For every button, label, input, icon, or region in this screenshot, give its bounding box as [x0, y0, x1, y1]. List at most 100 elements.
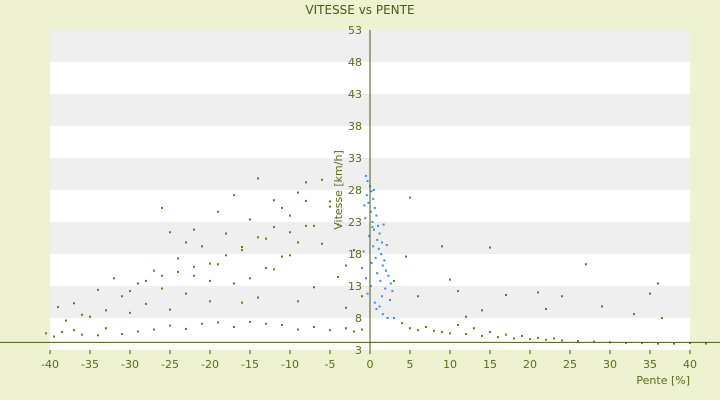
data-point — [372, 197, 375, 200]
data-point — [185, 241, 187, 244]
data-point — [425, 325, 427, 328]
data-point — [633, 313, 635, 316]
data-point — [209, 262, 211, 265]
data-point — [209, 279, 211, 282]
y-tick-label: 43 — [348, 88, 362, 101]
data-point — [313, 286, 315, 289]
data-point — [153, 328, 155, 331]
data-point — [385, 269, 387, 272]
data-point — [297, 241, 299, 244]
data-point — [489, 246, 491, 249]
data-point — [378, 232, 381, 235]
data-point — [385, 244, 388, 247]
data-point — [249, 320, 251, 323]
data-point — [65, 319, 67, 322]
data-point — [537, 291, 539, 294]
data-point — [375, 308, 378, 311]
data-point — [233, 282, 235, 285]
data-point — [371, 226, 374, 229]
data-point — [373, 206, 376, 209]
data-point — [433, 329, 435, 332]
data-point — [405, 255, 407, 258]
x-tick-label: 25 — [563, 358, 577, 371]
data-point — [193, 274, 195, 277]
data-point — [381, 264, 384, 267]
data-point — [374, 256, 377, 259]
data-point — [373, 189, 375, 191]
data-point — [161, 287, 163, 290]
data-point — [376, 272, 379, 275]
x-tick-label: 5 — [407, 358, 414, 371]
data-point — [169, 308, 171, 311]
data-point — [369, 285, 372, 287]
y-tick-label: 13 — [348, 280, 362, 293]
y-tick-label: 33 — [348, 152, 362, 165]
data-point — [193, 228, 195, 231]
data-point — [185, 327, 187, 330]
data-point — [441, 331, 443, 334]
x-tick-label: 35 — [643, 358, 657, 371]
data-point — [45, 332, 47, 335]
data-point — [373, 228, 375, 231]
data-point — [449, 278, 451, 281]
data-point — [97, 288, 99, 291]
data-point — [353, 249, 355, 252]
data-point — [457, 324, 459, 327]
data-point — [345, 264, 347, 267]
y-tick-label: 18 — [348, 248, 362, 261]
data-point — [121, 295, 123, 298]
data-point — [545, 338, 547, 341]
data-point — [81, 313, 83, 316]
data-point — [169, 231, 171, 234]
data-point — [577, 340, 579, 343]
data-point — [265, 322, 267, 325]
data-point — [689, 341, 691, 344]
x-tick-label: -5 — [325, 358, 336, 371]
data-point — [529, 338, 531, 341]
data-point — [113, 277, 115, 280]
data-point — [145, 302, 147, 305]
data-point — [545, 308, 547, 311]
data-point — [249, 277, 251, 280]
data-point — [233, 194, 235, 197]
data-point — [89, 315, 91, 318]
data-point — [705, 342, 707, 345]
data-point — [389, 282, 392, 285]
data-point — [441, 245, 443, 248]
data-point — [233, 325, 235, 328]
data-point — [257, 236, 259, 239]
data-point — [366, 292, 369, 295]
data-point — [53, 335, 55, 338]
data-point — [465, 315, 467, 318]
data-point — [153, 269, 155, 272]
data-point — [361, 295, 363, 298]
data-point — [289, 254, 291, 257]
data-point — [371, 221, 374, 223]
data-point — [337, 276, 339, 279]
data-point — [241, 249, 243, 252]
data-point — [391, 290, 394, 293]
data-point — [372, 245, 375, 248]
data-point — [345, 327, 347, 330]
x-tick-label: -15 — [241, 358, 259, 371]
y-tick-label: 28 — [348, 184, 362, 197]
data-point — [365, 277, 367, 280]
x-axis-title: Pente [%] — [636, 374, 690, 387]
data-point — [201, 322, 203, 325]
data-point — [377, 224, 379, 227]
data-point — [313, 224, 315, 227]
x-tick-label: -25 — [161, 358, 179, 371]
data-point — [641, 341, 643, 344]
data-point — [305, 224, 307, 227]
data-point — [105, 309, 107, 312]
data-point — [105, 327, 107, 330]
data-point — [368, 235, 371, 238]
data-point — [321, 242, 323, 245]
x-tick-label: -20 — [201, 358, 219, 371]
data-point — [129, 311, 131, 314]
data-point — [373, 301, 376, 304]
data-point — [225, 254, 227, 257]
data-point — [265, 237, 267, 240]
data-point — [377, 247, 380, 250]
